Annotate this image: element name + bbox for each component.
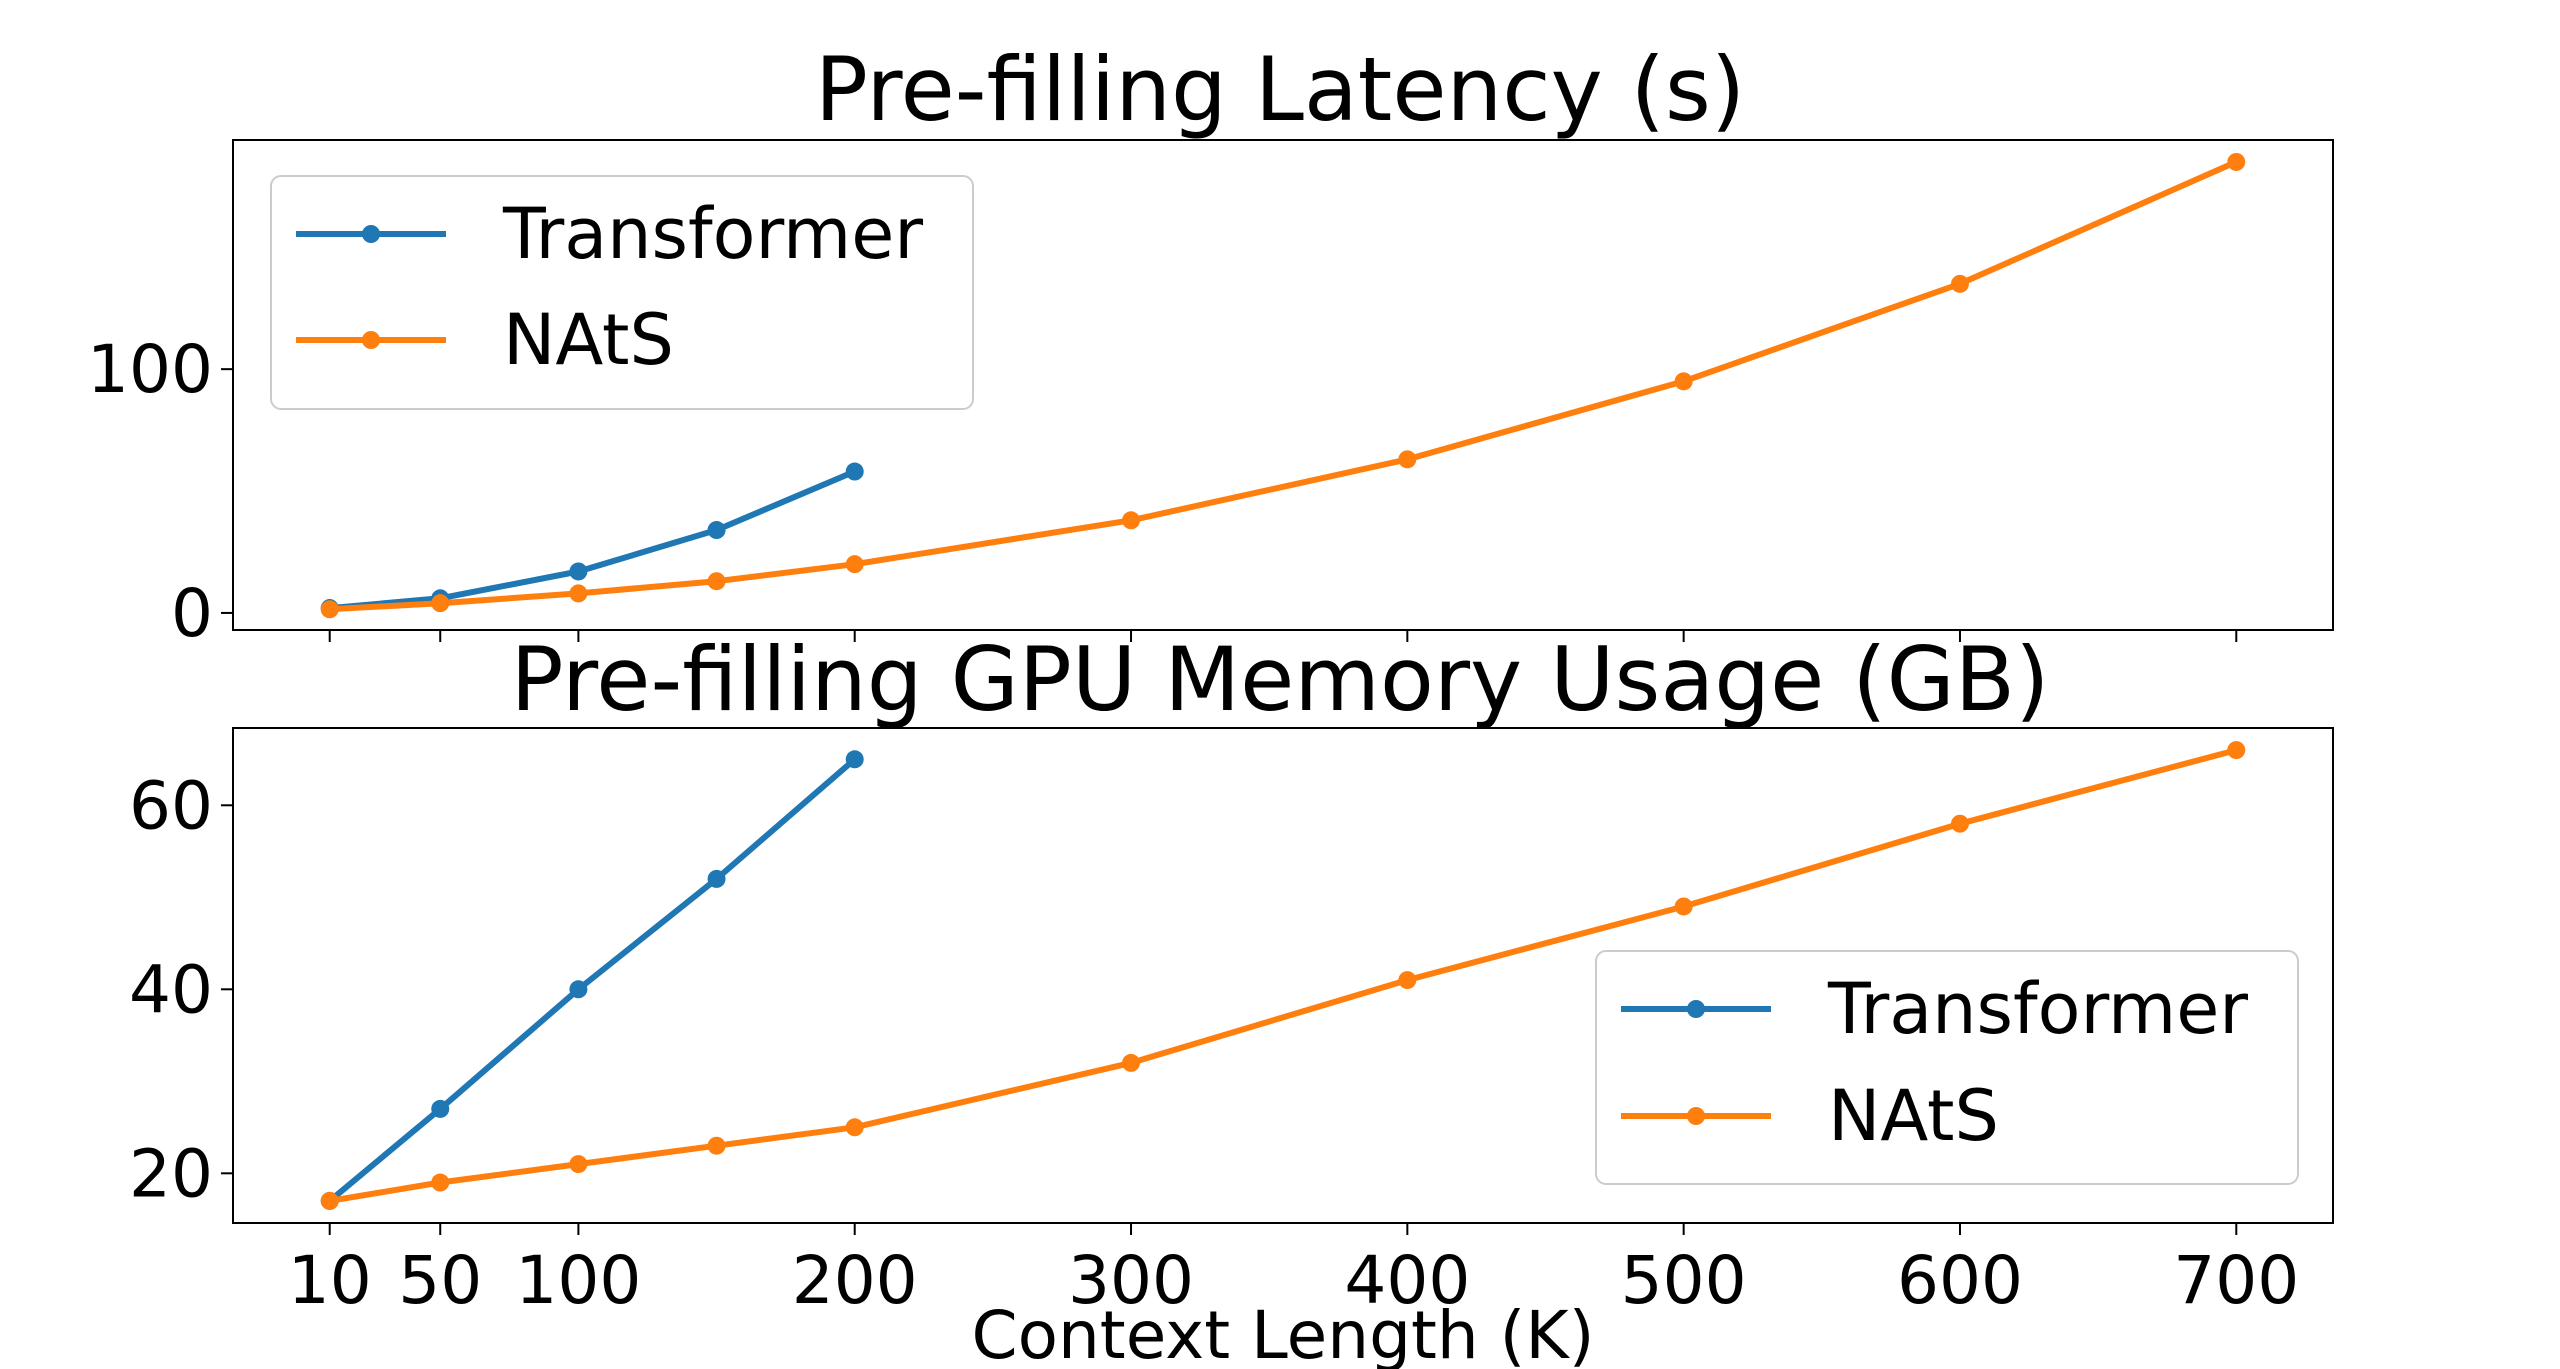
latency-legend: Transformer NAtS [270, 175, 974, 410]
memory-legend: Transformer NAtS [1595, 950, 2299, 1185]
memory-transformer-point [845, 750, 864, 769]
memory-y-tick-label: 60 [129, 767, 213, 844]
memory-nats-point [1674, 897, 1693, 916]
latency-nats-line [326, 158, 2240, 613]
memory-x-tick-label: 100 [515, 1242, 641, 1319]
latency-nats-point [569, 584, 588, 603]
x-axis-label: Context Length (K) [972, 1297, 1595, 1369]
memory-nats-point [1122, 1053, 1141, 1072]
memory-transformer-point [569, 980, 588, 999]
latency-nats-point [845, 555, 864, 574]
latency-legend-box [270, 175, 974, 410]
memory-legend-nats-label: NAtS [1828, 1075, 1999, 1157]
memory-nats-line [326, 747, 2240, 1204]
latency-legend-nats-label: NAtS [503, 299, 674, 381]
memory-x-tick-label: 200 [792, 1242, 918, 1319]
latency-legend-transformer-label: Transformer [502, 193, 923, 275]
memory-nats-point [320, 1191, 339, 1210]
memory-x-tick-label: 600 [1897, 1242, 2023, 1319]
memory-x-tick-label: 50 [398, 1242, 482, 1319]
memory-chart: Pre-filling GPU Memory Usage (GB) 10 50 10… [129, 628, 2334, 1369]
latency-transformer-point [845, 462, 864, 481]
latency-chart: Pre-filling Latency (s) 0 100 Transformer… [87, 38, 2334, 652]
latency-axes-frame [232, 139, 2334, 631]
latency-legend-nats-marker [362, 331, 380, 349]
memory-x-tick-label: 10 [288, 1242, 372, 1319]
memory-y-tick-label: 20 [129, 1135, 213, 1212]
latency-series-layer [320, 152, 2246, 619]
memory-x-tick-label: 500 [1621, 1242, 1747, 1319]
memory-legend-transformer-label: Transformer [1827, 968, 2248, 1050]
latency-nats-point [707, 572, 726, 591]
memory-legend-box [1595, 950, 2299, 1185]
latency-nats-point [1674, 372, 1693, 391]
memory-x-tick-label: 700 [2173, 1242, 2299, 1319]
latency-y-tick-label: 100 [87, 331, 213, 408]
latency-nats-point [2227, 152, 2246, 171]
memory-nats-point [431, 1173, 450, 1192]
memory-tick-layer: 10 50 100 200 300 400 500 600 700 20 40 60 [129, 767, 2299, 1319]
latency-chart-title: Pre-filling Latency (s) [815, 38, 1745, 141]
latency-y-tick-label: 0 [171, 575, 213, 652]
memory-nats-point [2227, 741, 2246, 760]
memory-transformer-point [707, 869, 726, 888]
memory-legend-transformer-marker [1687, 1000, 1705, 1018]
latency-nats-point [1950, 274, 1969, 293]
latency-nats-point [431, 594, 450, 613]
memory-nats-point [845, 1118, 864, 1137]
memory-nats-point [707, 1136, 726, 1155]
latency-transformer-point [707, 521, 726, 540]
latency-transformer-point [569, 562, 588, 581]
memory-axes-frame [232, 727, 2334, 1224]
memory-chart-title: Pre-filling GPU Memory Usage (GB) [511, 628, 2050, 731]
memory-legend-nats-marker [1687, 1107, 1705, 1125]
memory-x-tick-label: 400 [1344, 1242, 1470, 1319]
memory-y-tick-label: 40 [129, 951, 213, 1028]
memory-nats-point [1950, 814, 1969, 833]
memory-nats-point [569, 1155, 588, 1174]
latency-legend-transformer-marker [362, 225, 380, 243]
memory-series-layer [320, 741, 2246, 1210]
latency-tick-layer: 0 100 [87, 331, 2238, 652]
latency-nats-point [1398, 450, 1417, 469]
memory-transformer-point [431, 1099, 450, 1118]
latency-nats-point [320, 600, 339, 619]
latency-nats-point [1122, 511, 1141, 530]
memory-nats-point [1398, 971, 1417, 990]
memory-x-tick-label: 300 [1068, 1242, 1194, 1319]
